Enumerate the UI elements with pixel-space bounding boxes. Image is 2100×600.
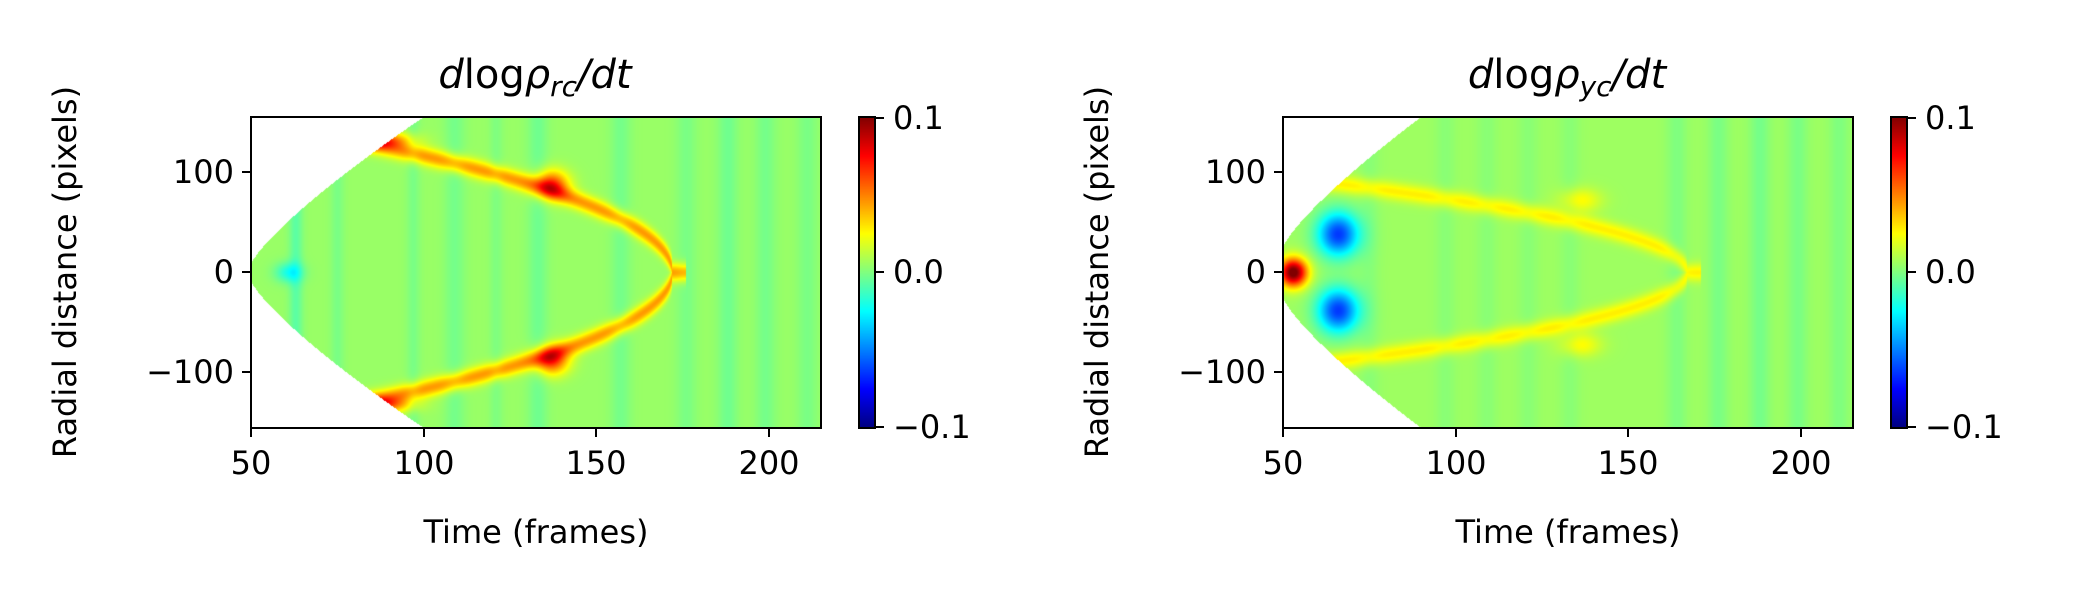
title-log: log [1493,52,1554,98]
title-rho: ρ [1554,52,1579,98]
y-tick-label: 100 [173,153,234,191]
title-subscript: rc [550,70,578,103]
heatmap-image [1283,117,1853,428]
x-axis-label: Time (frames) [422,513,648,551]
colorbar-tick-label: 0.0 [1925,253,1976,291]
x-tick-label: 50 [231,444,272,482]
colorbar-tick-label: −0.1 [893,408,971,446]
colorbar [859,117,875,428]
x-tick-label: 150 [565,444,626,482]
y-tick-label: 0 [214,253,234,291]
y-axis-label: Radial distance (pixels) [46,86,84,458]
y-axis-label: Radial distance (pixels) [1078,86,1116,458]
x-tick-label: 150 [1597,444,1658,482]
title-subscript: yc [1579,70,1613,103]
colorbar-tick-label: −0.1 [1925,408,2003,446]
chart-title: dlogρyc/dt [1468,52,1668,103]
y-tick-label: 0 [1246,253,1266,291]
colorbar [1891,117,1907,428]
x-tick-label: 50 [1263,444,1304,482]
title-rho: ρ [525,52,550,98]
x-tick-label: 100 [393,444,454,482]
y-tick-label: −100 [146,353,234,391]
chart-panel-yc: dlogρyc/dt 50 100 150 200 100 0 −100 Tim… [1078,52,2003,551]
x-tick-label: 200 [1770,444,1831,482]
y-tick-label: −100 [1178,353,1266,391]
x-tick-label: 100 [1425,444,1486,482]
x-tick-label: 200 [738,444,799,482]
title-log: log [464,52,525,98]
title-prefix: d [438,52,464,98]
y-tick-label: 100 [1205,153,1266,191]
chart-title: dlogρrc/dt [438,52,633,103]
title-suffix: /dt [1609,52,1668,98]
colorbar-tick-label: 0.1 [1925,99,1976,137]
chart-panel-rc: dlogρrc/dt 50 100 150 200 100 0 −100 Tim… [46,52,971,551]
title-suffix: /dt [574,52,633,98]
title-prefix: d [1468,52,1494,98]
colorbar-tick-label: 0.0 [893,253,944,291]
x-axis-label: Time (frames) [1454,513,1680,551]
heatmap-image [251,117,821,428]
colorbar-tick-label: 0.1 [893,99,944,137]
